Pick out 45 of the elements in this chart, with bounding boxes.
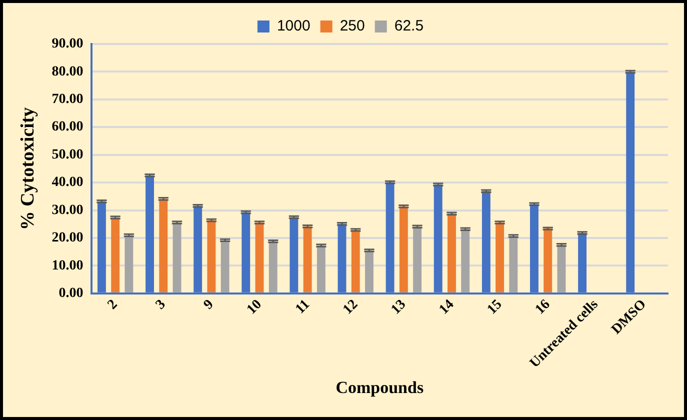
- y-tick-label: 20.00: [52, 230, 84, 246]
- y-tick-label: 50.00: [52, 147, 84, 162]
- bar: [172, 222, 182, 292]
- y-tick-label: 40.00: [52, 175, 84, 190]
- y-tick-label: 30.00: [52, 202, 84, 218]
- bar: [303, 226, 312, 292]
- bar: [351, 230, 360, 292]
- bar: [544, 228, 552, 292]
- bar: [496, 222, 504, 292]
- bar: [461, 229, 470, 292]
- x-tick-label: 9: [201, 297, 217, 313]
- bar: [124, 235, 134, 292]
- bar: [509, 236, 518, 292]
- bar: [448, 214, 456, 292]
- x-tick-label: 14: [436, 297, 458, 318]
- y-tick-label: 90.00: [52, 36, 84, 52]
- bar: [159, 198, 168, 292]
- y-tick-label: 10.00: [52, 258, 84, 274]
- y-tick-label: 70.00: [52, 92, 84, 108]
- y-tick-label: 60.00: [52, 120, 84, 135]
- x-tick-label: 13: [388, 297, 410, 318]
- bar: [413, 226, 422, 292]
- legend-label: 1000: [276, 18, 310, 35]
- bar: [207, 220, 216, 292]
- x-tick-label: 2: [105, 297, 121, 313]
- x-axis-title: Compounds: [336, 378, 424, 398]
- bar: [111, 217, 120, 292]
- x-tick-label: 16: [532, 297, 554, 318]
- legend-label: 62.5: [394, 18, 424, 35]
- bar: [255, 222, 264, 292]
- bar: [220, 240, 230, 292]
- bar: [399, 206, 408, 292]
- x-tick-label: 11: [292, 297, 313, 318]
- x-tick-label: 3: [153, 297, 169, 313]
- bar: [557, 244, 566, 292]
- bar: [316, 245, 326, 292]
- legend-label: 250: [340, 18, 365, 35]
- x-tick-label: 12: [340, 297, 361, 318]
- x-tick-label: 10: [244, 297, 265, 318]
- x-tick-label: 15: [484, 297, 506, 318]
- y-axis-title: % Cytotoxicity: [17, 106, 38, 230]
- y-tick-label: 0.00: [58, 286, 84, 302]
- bar: [268, 241, 278, 292]
- bar: [365, 250, 374, 292]
- y-tick-label: 80.00: [52, 64, 84, 80]
